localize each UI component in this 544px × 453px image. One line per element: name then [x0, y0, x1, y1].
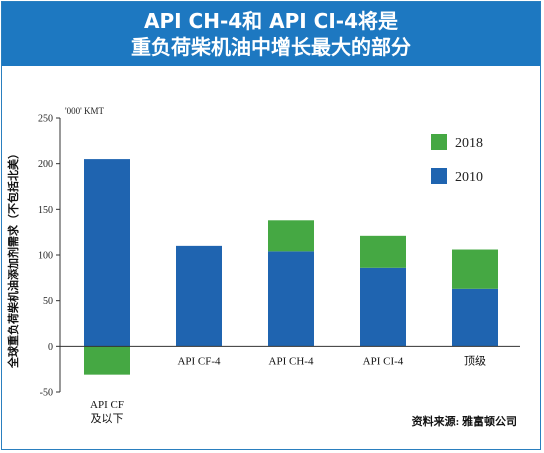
- bar-2018: [84, 346, 130, 375]
- y-tick-label: 0: [48, 342, 53, 353]
- y-axis-label: 全球重负荷柴机油添加剂需求（不包括北美）: [6, 148, 20, 369]
- y-tick-label: 200: [38, 159, 53, 170]
- y-tick-label: 100: [38, 251, 53, 262]
- category-label: API CI-4: [363, 355, 404, 367]
- bar-2018: [268, 220, 314, 252]
- bar-2018: [452, 249, 498, 289]
- bar-2010: [84, 159, 130, 347]
- unit-label: '000' KMT: [65, 106, 104, 116]
- legend-label: 2010: [455, 170, 483, 185]
- chart-title-line-1: API CH-4和 API CI-4将是: [143, 9, 398, 33]
- y-tick-label: 250: [38, 114, 53, 125]
- legend-swatch: [431, 168, 447, 184]
- bar-2010: [360, 267, 406, 347]
- chart-title-line-2: 重负荷柴机油中增长最大的部分: [131, 35, 411, 59]
- category-label: 顶级: [464, 354, 486, 367]
- bar-2018: [360, 235, 406, 268]
- legend-swatch: [431, 134, 447, 150]
- category-label: 及以下: [91, 413, 124, 425]
- category-label: API CF-4: [177, 355, 221, 367]
- source-note: 资料来源: 雅富顿公司: [412, 414, 517, 428]
- chart-header: API CH-4和 API CI-4将是 重负荷柴机油中增长最大的部分: [2, 2, 540, 66]
- bar-2010: [452, 288, 498, 347]
- y-tick-label: 50: [43, 296, 53, 307]
- y-tick-label: -50: [40, 388, 53, 399]
- category-label: API CF: [90, 399, 124, 411]
- legend-label: 2018: [455, 136, 483, 151]
- bar-2010: [176, 245, 222, 347]
- y-tick-label: 150: [38, 205, 53, 216]
- category-label: API CH-4: [269, 355, 314, 367]
- bar-2010: [268, 251, 314, 347]
